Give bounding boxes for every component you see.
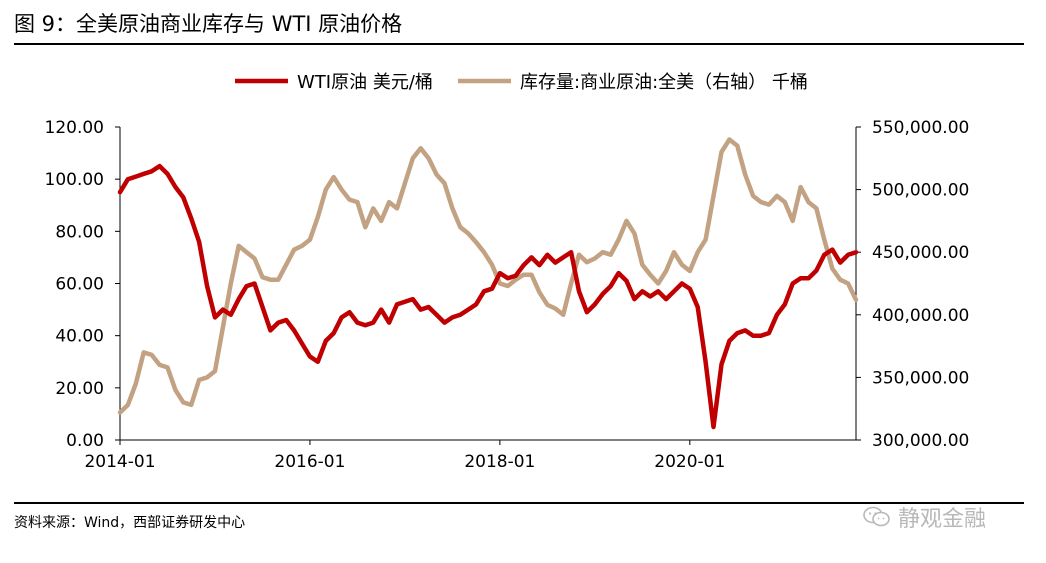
y-right-tick-label: 300,000.00 [872, 431, 969, 451]
y-left-tick-label: 20.00 [55, 379, 104, 399]
y-right-tick-label: 350,000.00 [872, 368, 969, 388]
series-line-inventory [117, 137, 859, 415]
legend-label: 库存量:商业原油:全美（右轴） 千桶 [520, 72, 808, 93]
chart-legend: WTI原油 美元/桶 库存量:商业原油:全美（右轴） 千桶 [235, 72, 808, 93]
y-left-tick-label: 80.00 [55, 222, 104, 242]
y-right-tick-label: 400,000.00 [872, 306, 969, 326]
series-line-wti [117, 163, 859, 430]
y-right-tick-label: 500,000.00 [872, 181, 969, 201]
y-left-tick-label: 60.00 [55, 275, 104, 295]
page-title: 图 9：全美原油商业库存与 WTI 原油价格 [14, 12, 403, 36]
x-tick-label: 2020-01 [654, 452, 725, 472]
wechat-icon [863, 506, 890, 527]
y-right-tick-label: 550,000.00 [872, 118, 969, 138]
y-right-tick-label: 450,000.00 [872, 243, 969, 263]
x-tick-label: 2014-01 [84, 452, 155, 472]
y-left-tick-label: 120.00 [45, 118, 104, 138]
title-divider [14, 43, 1024, 45]
x-tick-label: 2016-01 [274, 452, 345, 472]
source-note: 资料来源：Wind，西部证券研发中心 [14, 515, 246, 531]
footer-divider [14, 502, 1024, 504]
chart-axes: 0.00 20.00 40.00 60.00 80.00 100.00 120.00 300,… [45, 118, 970, 472]
y-left-tick-label: 0.00 [66, 431, 104, 451]
legend-label: WTI原油 美元/桶 [297, 72, 433, 93]
watermark-text: 静观金融 [898, 507, 987, 532]
y-left-tick-label: 40.00 [55, 327, 104, 347]
watermark: 静观金融 [862, 503, 987, 532]
x-tick-label: 2018-01 [464, 452, 535, 472]
y-left-tick-label: 100.00 [45, 170, 104, 190]
chart-series-layer [117, 137, 859, 430]
